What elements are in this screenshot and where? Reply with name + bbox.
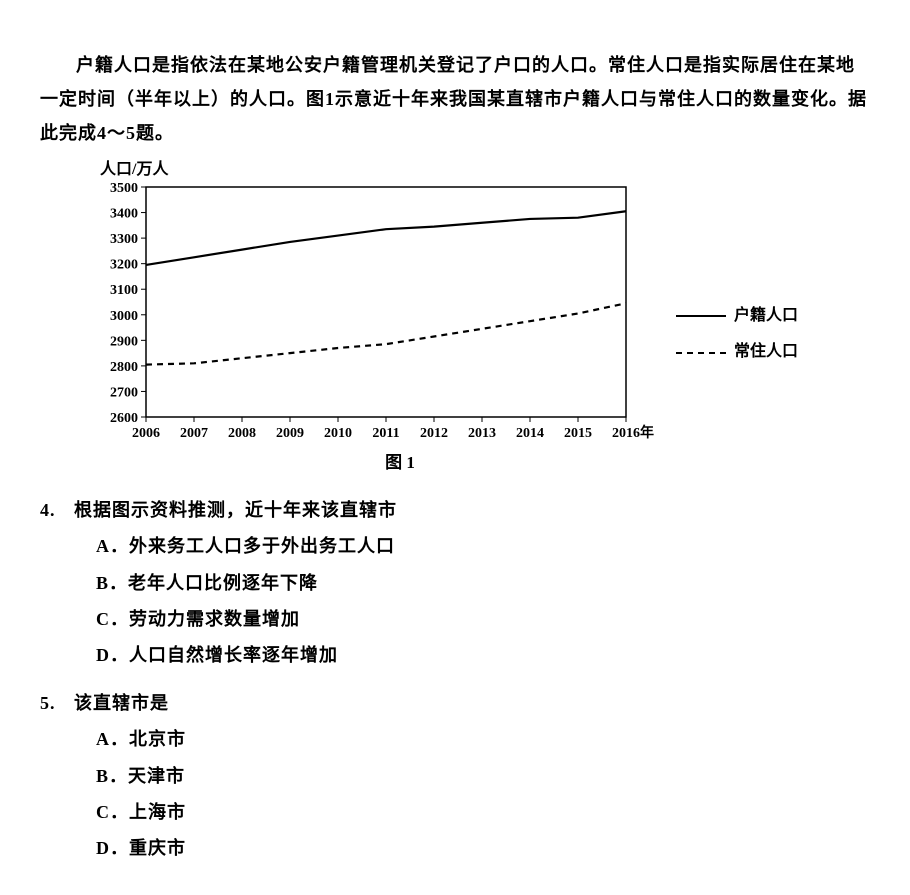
question-stem: 该直辖市是 (74, 686, 169, 720)
svg-text:2600: 2600 (110, 411, 138, 426)
question-block: 4.根据图示资料推测，近十年来该直辖市A．外来务工人口多于外出务工人口B．老年人… (40, 493, 870, 672)
option: A．北京市 (74, 722, 476, 756)
option: D．人口自然增长率逐年增加 (74, 638, 476, 672)
legend-line-solid (676, 315, 726, 317)
svg-text:3100: 3100 (110, 283, 138, 298)
svg-text:2006: 2006 (132, 426, 160, 441)
option: D．重庆市 (74, 831, 476, 865)
intro-paragraph: 户籍人口是指依法在某地公安户籍管理机关登记了户口的人口。常住人口是指实际居住在某… (40, 48, 870, 151)
svg-text:2013: 2013 (468, 426, 496, 441)
legend-label: 常住人口 (734, 337, 798, 367)
option: A．外来务工人口多于外出务工人口 (74, 529, 476, 563)
option: B．天津市 (74, 759, 476, 793)
svg-text:2009: 2009 (276, 426, 304, 441)
question-block: 5.该直辖市是A．北京市B．天津市C．上海市D．重庆市 (40, 686, 870, 865)
question-number: 4. (40, 493, 74, 527)
question-stem: 根据图示资料推测，近十年来该直辖市 (74, 493, 397, 527)
legend-item: 常住人口 (676, 337, 798, 367)
svg-text:2015: 2015 (564, 426, 592, 441)
svg-text:3400: 3400 (110, 207, 138, 222)
svg-text:2014: 2014 (516, 426, 544, 441)
svg-text:2800: 2800 (110, 360, 138, 375)
chart-container: 人口/万人 2600270028002900300031003200330034… (90, 155, 870, 480)
svg-text:2011: 2011 (372, 426, 399, 441)
svg-text:2008: 2008 (228, 426, 256, 441)
legend-line-dashed (676, 352, 726, 354)
chart-legend: 户籍人口 常住人口 (676, 301, 798, 374)
svg-text:2010: 2010 (324, 426, 352, 441)
svg-text:2900: 2900 (110, 334, 138, 349)
svg-text:2007: 2007 (180, 426, 208, 441)
line-chart: 2600 2700 2800 2900 3000 3100 3200 3300 3400 3500… (90, 181, 656, 445)
option: B．老年人口比例逐年下降 (74, 566, 476, 600)
svg-text:3500: 3500 (110, 181, 138, 196)
svg-text:2016: 2016 (612, 426, 640, 441)
svg-text:3000: 3000 (110, 309, 138, 324)
svg-text:3200: 3200 (110, 258, 138, 273)
figure-caption: 图 1 (90, 447, 710, 479)
question-number: 5. (40, 686, 74, 720)
legend-item: 户籍人口 (676, 301, 798, 331)
option: C．上海市 (74, 795, 476, 829)
svg-text:2700: 2700 (110, 385, 138, 400)
legend-label: 户籍人口 (734, 301, 798, 331)
svg-text:年: 年 (640, 424, 654, 441)
option: C．劳动力需求数量增加 (74, 602, 476, 636)
svg-text:2012: 2012 (420, 426, 448, 441)
svg-text:3300: 3300 (110, 232, 138, 247)
